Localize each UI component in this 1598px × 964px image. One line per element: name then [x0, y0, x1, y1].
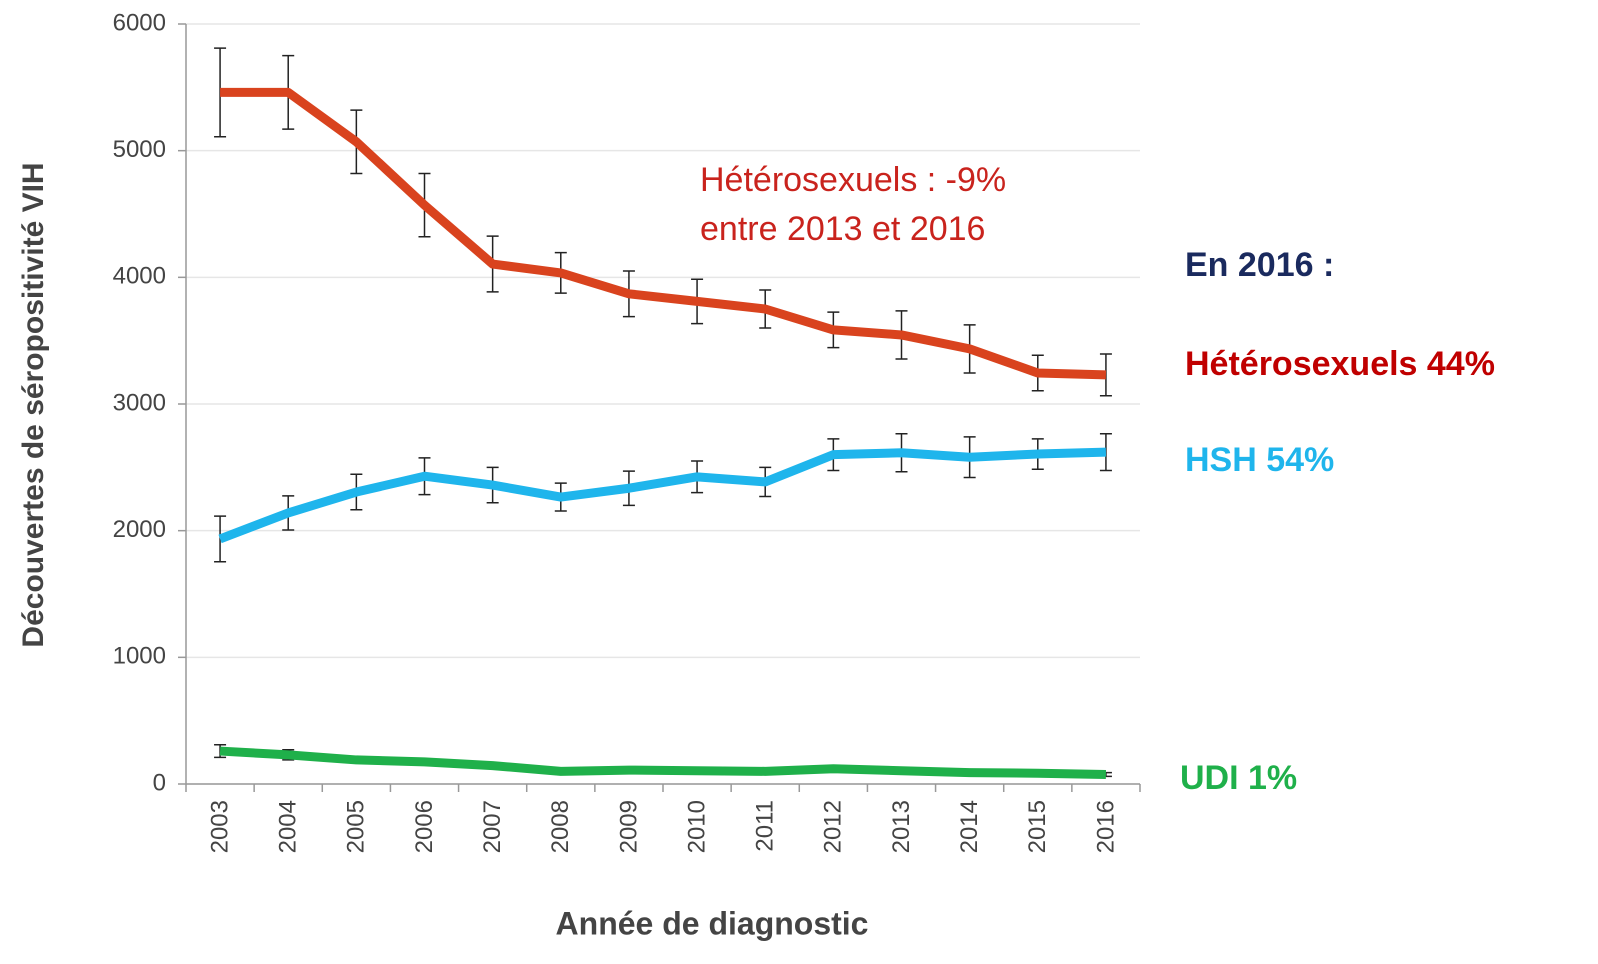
x-tick-label: 2005 [343, 800, 370, 853]
series-line [218, 447, 1107, 544]
x-tick-label: 2009 [615, 800, 642, 853]
series-line [220, 87, 1107, 380]
x-tick-label: 2014 [956, 800, 983, 853]
error-bar [1099, 433, 1112, 472]
y-tick-label: 1000 [113, 643, 166, 670]
series-label: HSH 54% [1185, 441, 1334, 479]
y-axis-title: Découvertes de séropositivité VIH [17, 162, 50, 647]
x-tick-label: 2007 [479, 800, 506, 853]
annotation: En 2016 : [1185, 246, 1334, 284]
y-tick-label: 5000 [113, 136, 166, 163]
x-tick-label: 2011 [752, 800, 779, 852]
error-bar [214, 515, 227, 563]
x-tick-label: 2008 [547, 800, 574, 853]
series-label: UDI 1% [1180, 759, 1297, 797]
x-tick-label: 2012 [820, 800, 847, 853]
series-line [219, 746, 1107, 779]
x-tick-label: 2010 [683, 800, 710, 853]
annotation: Hétérosexuels : -9% [700, 161, 1006, 199]
x-tick-label: 2015 [1024, 800, 1051, 853]
y-tick-label: 3000 [113, 389, 166, 416]
y-tick-label: 4000 [113, 263, 166, 290]
error-bar [1099, 353, 1112, 397]
error-bar [214, 47, 227, 138]
y-tick-label: 2000 [113, 516, 166, 543]
x-tick-label: 2013 [888, 800, 915, 853]
x-tick-label: 2003 [206, 800, 233, 853]
y-tick-label: 0 [153, 769, 166, 796]
x-tick-label: 2004 [275, 800, 302, 853]
annotation: entre 2013 et 2016 [700, 210, 985, 248]
series-label: Hétérosexuels 44% [1185, 345, 1495, 383]
x-tick-label: 2016 [1092, 800, 1119, 853]
y-tick-label: 6000 [113, 9, 166, 36]
x-tick-label: 2006 [411, 800, 438, 853]
x-axis-title: Année de diagnostic [556, 905, 869, 941]
